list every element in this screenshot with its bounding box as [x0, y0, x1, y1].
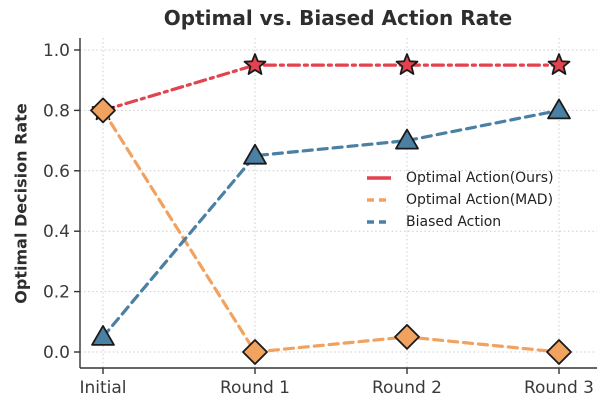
legend-label: Optimal Action(MAD) — [406, 192, 554, 208]
legend-line-sample — [367, 220, 391, 224]
x-tick-label: Round 1 — [220, 378, 290, 398]
series-line-biased-action — [101, 108, 561, 339]
y-tick-label: 0.2 — [43, 283, 70, 303]
y-tick-label: 0.8 — [43, 101, 70, 121]
series-line-optimal-action-ours — [101, 63, 561, 113]
x-tick-label: Initial — [79, 378, 126, 398]
x-tick-label: Round 2 — [372, 378, 442, 398]
diamond-marker-optimal-action-mad — [90, 97, 116, 124]
chart-title: Optimal vs. Biased Action Rate — [163, 6, 513, 30]
legend-line-sample — [367, 198, 391, 202]
diamond-marker-optimal-action-mad — [242, 339, 268, 365]
legend-label: Optimal Action(Ours) — [406, 170, 554, 186]
legend-label: Biased Action — [406, 214, 502, 230]
x-tick-label: Round 3 — [524, 378, 594, 398]
star-marker-optimal-action-ours — [243, 53, 267, 75]
y-tick-label: 1.0 — [43, 41, 70, 61]
legend-item-optimal-action-ours: Optimal Action(Ours) — [366, 167, 554, 189]
triangle-up-marker-biased-action — [243, 143, 267, 165]
triangle-up-marker-biased-action — [547, 98, 571, 120]
diamond-marker-optimal-action-mad — [546, 339, 572, 365]
y-tick-label: 0.0 — [43, 343, 70, 363]
legend: Optimal Action(Ours) Optimal Action(MAD) B… — [366, 167, 554, 233]
star-marker-optimal-action-ours — [547, 53, 571, 75]
y-tick-label: 0.6 — [43, 162, 70, 182]
triangle-up-marker-biased-action — [91, 324, 115, 346]
legend-item-biased-action: Biased Action — [366, 211, 554, 233]
legend-item-optimal-action-mad: Optimal Action(MAD) — [366, 189, 554, 211]
series-line-optimal-action-mad — [101, 108, 561, 354]
diamond-marker-optimal-action-mad — [394, 323, 420, 350]
y-tick-label: 0.4 — [43, 222, 70, 242]
triangle-up-marker-biased-action — [395, 128, 419, 150]
star-marker-optimal-action-ours — [395, 53, 419, 75]
legend-line-sample — [367, 176, 391, 180]
